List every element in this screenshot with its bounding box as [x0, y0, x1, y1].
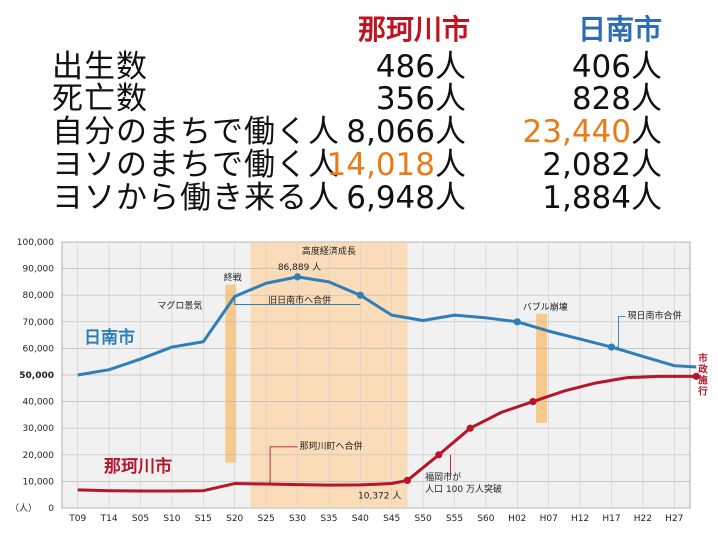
x-tick-label: H12 [571, 514, 589, 524]
nakagawa-deaths: 356人 [375, 81, 466, 117]
row-label-commute-in: ヨソから働き来る人 [52, 180, 340, 216]
annotation-city-status-char: 施 [698, 375, 708, 387]
nakagawa-work-other-city: 14,018人 [327, 150, 466, 181]
nakagawa-work-own-city: 8,066人 [346, 114, 466, 150]
nakagawa-marker [403, 476, 411, 485]
nakagawa-marker [466, 424, 474, 432]
x-tick-label: H22 [634, 514, 652, 524]
current-nichinan-bracket [611, 316, 626, 348]
nakagawa-work-other-city-number: 14,018 [326, 147, 435, 183]
y-axis-unit-label: （人） [10, 503, 37, 514]
nakagawa-births: 486人 [375, 49, 466, 85]
x-tick-label: H27 [665, 514, 683, 524]
x-tick-label: S15 [195, 514, 212, 524]
x-tick-label: H02 [508, 514, 526, 524]
x-tick-label: S10 [163, 514, 180, 524]
nichinan-series-label: 日南市 [84, 327, 135, 348]
nakagawa-series-label: 那珂川市 [104, 456, 172, 477]
nichinan-marker [293, 273, 302, 281]
y-tick-label: 80,000 [23, 291, 55, 301]
nichinan-work-other-city: 2,082人 [542, 147, 662, 183]
y-tick-label: 0 [48, 504, 54, 514]
x-tick-label: S20 [226, 514, 243, 524]
annotation-maguro-boom: マグロ景気 [157, 300, 202, 312]
y-tick-label: 10,000 [23, 477, 55, 487]
annotation-war-end: 終戦 [224, 272, 242, 284]
row-label-births: 出生数 [52, 49, 148, 85]
nichinan-work-own-city: 23,440人 [523, 117, 662, 148]
merger-nakagawa-bracket [269, 446, 298, 485]
x-tick-label: T14 [100, 514, 118, 524]
annotation-city-status-char: 政 [698, 364, 708, 376]
annotation-city-status-char: 市 [698, 353, 708, 365]
x-tick-label: S30 [289, 514, 306, 524]
nakagawa-work-other-city-unit: 人 [435, 147, 466, 183]
nakagawa-marker [435, 451, 443, 459]
annotation-low-value: 10,372 人 [358, 491, 401, 502]
annotation-merger-nakagawa: 那珂川町へ合併 [300, 440, 363, 452]
x-tick-label: H07 [540, 514, 558, 524]
y-tick-label: 40,000 [23, 398, 55, 408]
x-tick-label: S35 [320, 514, 337, 524]
comparison-table: 那珂川市 日南市 出生数 486人 406人 死亡数 356人 828人 自分の… [0, 0, 718, 230]
nakagawa-commute-in: 6,948人 [346, 180, 466, 216]
nichinan-deaths: 828人 [571, 81, 662, 117]
x-tick-label: S60 [477, 514, 494, 524]
annotation-merger-nichinan: 旧日南市へ合併 [268, 294, 331, 306]
x-tick-label: S25 [258, 514, 275, 524]
row-label-work-other-city: ヨソのまちで働く人 [52, 147, 340, 183]
nichinan-marker [356, 291, 364, 299]
nichinan-line [77, 275, 697, 377]
y-tick-label: 90,000 [23, 265, 55, 275]
x-tick-label: S40 [352, 514, 369, 524]
row-label-deaths: 死亡数 [52, 81, 148, 117]
annotation-bubble: バブル崩壊 [523, 301, 568, 313]
annotation-peak-value: 86,889 人 [278, 262, 321, 273]
nakagawa-marker [692, 372, 700, 380]
annotation-city-status-char: 行 [697, 386, 708, 398]
y-tick-label: 100,000 [17, 238, 54, 248]
header-nakagawa: 那珂川市 [358, 13, 471, 46]
x-tick-label: S55 [446, 514, 463, 524]
band-0 [225, 284, 237, 463]
x-tick-label: H17 [602, 514, 620, 524]
nichinan-work-own-city-number: 23,440 [522, 114, 631, 150]
y-tick-label: 20,000 [23, 451, 55, 461]
annotation-fukuoka-line1: 福岡市が [425, 471, 461, 483]
row-label-work-own-city: 自分のまちで働く人 [52, 114, 340, 150]
y-tick-label: 30,000 [23, 424, 55, 434]
y-tick-label: 60,000 [23, 344, 55, 354]
band-2 [536, 313, 548, 423]
annotation-fukuoka-line2: 人口 100 万人突破 [425, 483, 502, 495]
population-line-chart: 高度経済成長010,00020,00030,00040,00050,00060,… [10, 238, 708, 524]
nakagawa-line [77, 374, 697, 493]
annotation-current-nichinan: 現日南市合併 [628, 310, 682, 322]
x-tick-label: S50 [415, 514, 432, 524]
nichinan-work-own-city-unit: 人 [631, 114, 662, 150]
nakagawa-marker [529, 398, 537, 406]
y-tick-label: 70,000 [23, 318, 55, 328]
merger-nichinan-bracket [234, 295, 361, 305]
nichinan-commute-in: 1,884人 [542, 180, 662, 216]
x-tick-label: S05 [132, 514, 149, 524]
x-tick-label: S45 [383, 514, 400, 524]
header-nichinan: 日南市 [578, 13, 663, 46]
x-tick-label: T09 [68, 514, 86, 524]
nichinan-marker [513, 318, 521, 326]
nichinan-births: 406人 [571, 49, 662, 85]
y-tick-label: 50,000 [19, 371, 54, 381]
